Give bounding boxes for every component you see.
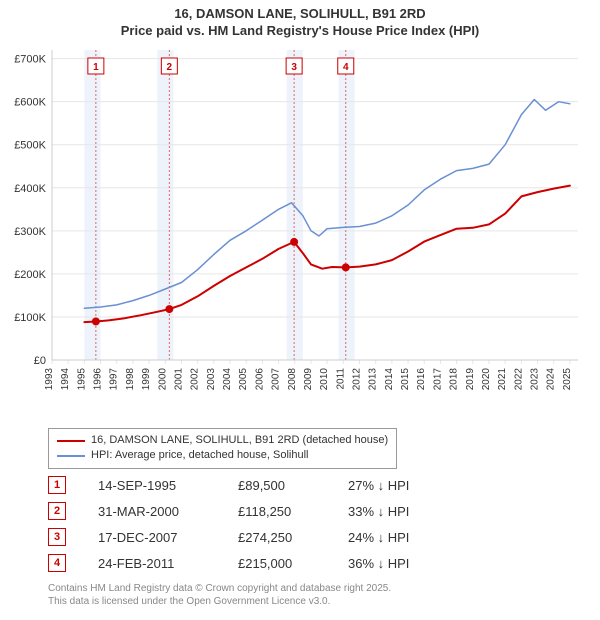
sale-delta: 27% ↓ HPI — [348, 478, 448, 493]
svg-text:2010: 2010 — [319, 368, 330, 391]
svg-text:2015: 2015 — [400, 368, 411, 391]
chart-title-block: 16, DAMSON LANE, SOLIHULL, B91 2RD Price… — [0, 0, 600, 40]
chart-title-line2: Price paid vs. HM Land Registry's House … — [0, 23, 600, 40]
svg-text:2017: 2017 — [432, 368, 443, 391]
svg-text:2011: 2011 — [335, 368, 346, 390]
sales-row: 4 24-FEB-2011 £215,000 36% ↓ HPI — [48, 550, 448, 576]
legend-item-property: 16, DAMSON LANE, SOLIHULL, B91 2RD (deta… — [57, 433, 388, 448]
sale-date: 17-DEC-2007 — [98, 530, 238, 545]
chart-area: £0 £100K £200K £300K £400K £500K £600K £700K 199… — [10, 44, 590, 424]
svg-text:1996: 1996 — [93, 368, 104, 391]
svg-text:1999: 1999 — [141, 368, 152, 391]
svg-text:1997: 1997 — [109, 368, 120, 391]
sale-price: £118,250 — [238, 504, 348, 519]
svg-text:2018: 2018 — [449, 368, 460, 391]
svg-text:2021: 2021 — [497, 368, 508, 391]
svg-text:2000: 2000 — [157, 368, 168, 391]
sale-marker-1: 1 — [48, 476, 66, 494]
sales-row: 3 17-DEC-2007 £274,250 24% ↓ HPI — [48, 524, 448, 550]
svg-text:2019: 2019 — [465, 368, 476, 391]
svg-text:3: 3 — [291, 62, 297, 73]
svg-text:1994: 1994 — [60, 368, 71, 391]
svg-text:£0: £0 — [34, 355, 46, 367]
sales-table: 1 14-SEP-1995 £89,500 27% ↓ HPI 2 31-MAR… — [48, 472, 448, 576]
sales-row: 1 14-SEP-1995 £89,500 27% ↓ HPI — [48, 472, 448, 498]
chart-svg: £0 £100K £200K £300K £400K £500K £600K £700K 199… — [10, 44, 590, 424]
svg-text:1995: 1995 — [76, 368, 87, 391]
svg-text:£500K: £500K — [14, 140, 46, 152]
sale-date: 24-FEB-2011 — [98, 556, 238, 571]
svg-text:£700K: £700K — [14, 54, 46, 66]
svg-text:£200K: £200K — [14, 269, 46, 281]
sale-price: £89,500 — [238, 478, 348, 493]
svg-text:£100K: £100K — [14, 312, 46, 324]
svg-text:2003: 2003 — [206, 368, 217, 391]
legend-label-property: 16, DAMSON LANE, SOLIHULL, B91 2RD (deta… — [91, 433, 388, 448]
sale-delta: 24% ↓ HPI — [348, 530, 448, 545]
sale-marker-3: 3 — [48, 528, 66, 546]
svg-text:2023: 2023 — [530, 368, 541, 391]
sale-marker-4: 4 — [48, 554, 66, 572]
svg-text:2006: 2006 — [254, 368, 265, 391]
svg-text:1993: 1993 — [44, 368, 55, 391]
legend-label-hpi: HPI: Average price, detached house, Soli… — [91, 448, 309, 463]
svg-text:£600K: £600K — [14, 97, 46, 109]
svg-text:2022: 2022 — [513, 368, 524, 391]
svg-text:2009: 2009 — [303, 368, 314, 391]
svg-text:2025: 2025 — [562, 368, 573, 391]
sale-price: £215,000 — [238, 556, 348, 571]
footer-attribution: Contains HM Land Registry data © Crown c… — [48, 582, 391, 608]
svg-text:2: 2 — [167, 62, 173, 73]
svg-text:2014: 2014 — [384, 368, 395, 391]
svg-text:£300K: £300K — [14, 226, 46, 238]
svg-text:4: 4 — [343, 62, 349, 73]
sale-delta: 36% ↓ HPI — [348, 556, 448, 571]
svg-text:2004: 2004 — [222, 368, 233, 391]
sale-date: 31-MAR-2000 — [98, 504, 238, 519]
chart-title-line1: 16, DAMSON LANE, SOLIHULL, B91 2RD — [0, 6, 600, 23]
svg-text:1: 1 — [93, 62, 99, 73]
sale-delta: 33% ↓ HPI — [348, 504, 448, 519]
svg-text:2005: 2005 — [238, 368, 249, 391]
legend-swatch-hpi — [57, 455, 85, 457]
svg-text:2024: 2024 — [546, 368, 557, 391]
footer-line1: Contains HM Land Registry data © Crown c… — [48, 582, 391, 595]
legend-swatch-property — [57, 440, 85, 442]
svg-text:2016: 2016 — [416, 368, 427, 391]
svg-text:2008: 2008 — [287, 368, 298, 391]
svg-text:2002: 2002 — [190, 368, 201, 391]
svg-text:1998: 1998 — [125, 368, 136, 391]
svg-text:£400K: £400K — [14, 183, 46, 195]
svg-text:2012: 2012 — [352, 368, 363, 391]
sale-price: £274,250 — [238, 530, 348, 545]
chart-legend: 16, DAMSON LANE, SOLIHULL, B91 2RD (deta… — [48, 428, 397, 469]
footer-line2: This data is licensed under the Open Gov… — [48, 595, 391, 608]
svg-text:2001: 2001 — [173, 368, 184, 391]
sales-row: 2 31-MAR-2000 £118,250 33% ↓ HPI — [48, 498, 448, 524]
svg-text:2007: 2007 — [271, 368, 282, 391]
sale-marker-2: 2 — [48, 502, 66, 520]
svg-text:2020: 2020 — [481, 368, 492, 391]
svg-text:2013: 2013 — [368, 368, 379, 391]
legend-item-hpi: HPI: Average price, detached house, Soli… — [57, 448, 388, 463]
sale-date: 14-SEP-1995 — [98, 478, 238, 493]
